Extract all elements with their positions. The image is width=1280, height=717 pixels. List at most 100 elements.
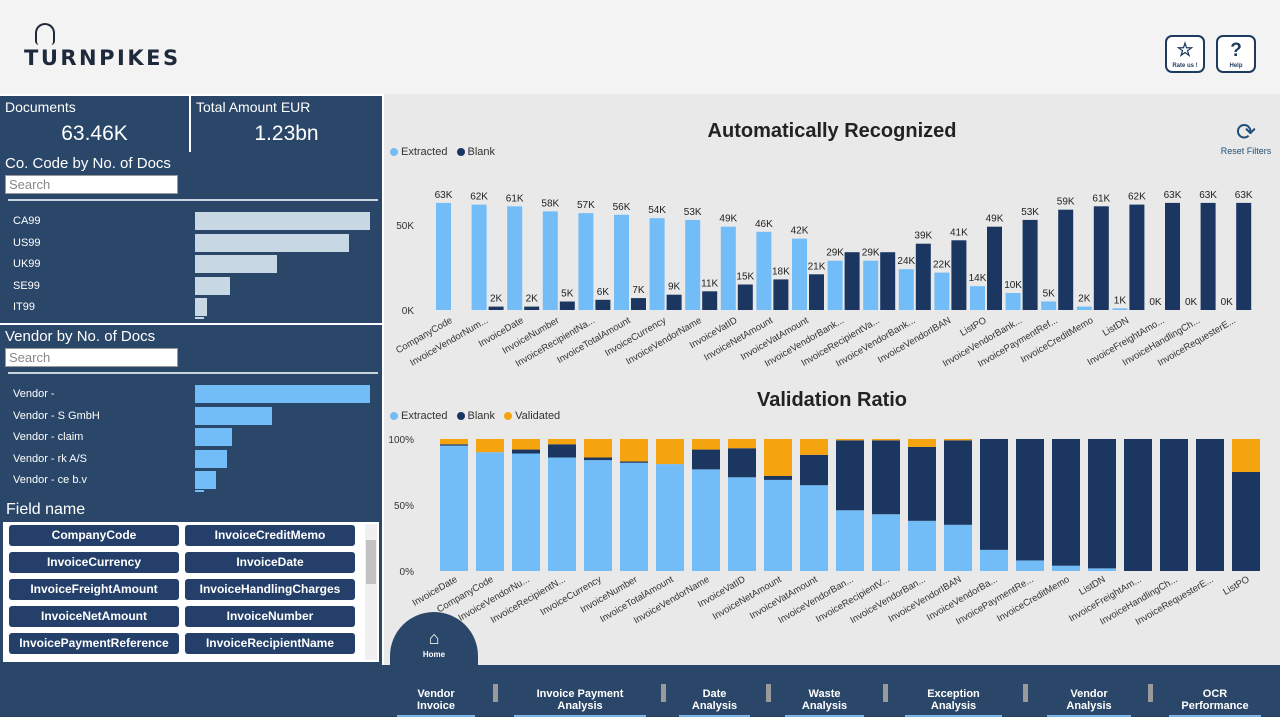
segment-validated[interactable] <box>692 439 720 450</box>
segment-validated[interactable] <box>584 439 612 458</box>
field-chip[interactable]: InvoiceRecipientName <box>185 633 355 654</box>
bar-blank[interactable] <box>987 226 1002 310</box>
segment-extracted[interactable] <box>872 514 900 571</box>
bar-extracted[interactable] <box>1112 308 1128 310</box>
segment-extracted[interactable] <box>1016 560 1044 571</box>
company-code-row[interactable]: UK99 <box>0 255 382 273</box>
bar-blank[interactable] <box>1022 219 1038 310</box>
segment-extracted[interactable] <box>692 469 720 571</box>
nav-tab[interactable]: OCR Performance <box>1169 688 1261 717</box>
bar-extracted[interactable] <box>1076 306 1092 310</box>
segment-validated[interactable] <box>440 439 468 445</box>
bar-blank[interactable] <box>880 252 896 310</box>
segment-blank[interactable] <box>548 444 576 458</box>
nav-tab[interactable]: Vendor Analysis <box>1047 688 1131 717</box>
segment-validated[interactable] <box>512 439 540 450</box>
segment-blank[interactable] <box>980 439 1008 550</box>
legend-validated[interactable]: Validated <box>504 410 560 422</box>
vendor-row[interactable]: Vendor - rk A/S <box>0 450 382 468</box>
segment-blank[interactable] <box>1052 439 1080 566</box>
legend-blank[interactable]: Blank <box>456 410 495 422</box>
segment-extracted[interactable] <box>548 457 576 571</box>
bar-extracted[interactable] <box>720 226 736 310</box>
vendor-row[interactable]: Vendor - <box>0 385 382 403</box>
company-code-search-input[interactable]: Search <box>5 175 178 194</box>
segment-validated[interactable] <box>1232 439 1260 472</box>
bar-blank[interactable] <box>737 284 753 311</box>
segment-blank[interactable] <box>728 448 756 478</box>
segment-extracted[interactable] <box>1052 565 1080 571</box>
bar-extracted[interactable] <box>685 219 701 310</box>
segment-validated[interactable] <box>836 439 864 441</box>
bar-extracted[interactable] <box>970 286 985 310</box>
segment-blank[interactable] <box>836 440 864 511</box>
segment-extracted[interactable] <box>980 549 1008 571</box>
segment-extracted[interactable] <box>944 524 972 571</box>
legend-extracted[interactable]: Extracted <box>390 146 447 158</box>
segment-extracted[interactable] <box>836 510 864 571</box>
segment-blank[interactable] <box>764 475 792 480</box>
bar-blank[interactable] <box>1236 202 1252 310</box>
bar-blank[interactable] <box>1200 202 1216 310</box>
help-button[interactable]: ? Help <box>1216 35 1256 73</box>
bar-blank[interactable] <box>524 306 540 310</box>
segment-blank[interactable] <box>944 440 972 525</box>
segment-validated[interactable] <box>944 439 972 441</box>
bar-blank[interactable] <box>488 306 504 310</box>
field-chip[interactable]: InvoiceDate <box>185 552 355 573</box>
company-code-row[interactable]: CA99 <box>0 212 382 230</box>
bar-extracted[interactable] <box>863 260 879 310</box>
bar-blank[interactable] <box>1093 206 1109 310</box>
segment-extracted[interactable] <box>908 520 936 571</box>
segment-extracted[interactable] <box>656 464 684 571</box>
bar-extracted[interactable] <box>792 238 807 310</box>
segment-validated[interactable] <box>728 439 756 449</box>
legend-blank[interactable]: Blank <box>456 146 495 158</box>
reset-filters-button[interactable]: ⟳ Reset Filters <box>1218 120 1274 157</box>
bar-blank[interactable] <box>595 299 611 310</box>
vendor-row[interactable]: Vendor - ce b.v <box>0 471 382 489</box>
scrollbar-thumb[interactable] <box>366 540 376 584</box>
segment-blank[interactable] <box>1232 472 1260 571</box>
nav-tab[interactable]: Exception Analysis <box>905 688 1002 717</box>
segment-extracted[interactable] <box>440 445 468 571</box>
segment-extracted[interactable] <box>620 462 648 571</box>
rate-us-button[interactable]: ☆ Rate us ! <box>1165 35 1205 73</box>
segment-blank[interactable] <box>1124 439 1152 571</box>
nav-tab[interactable]: Vendor Invoice <box>397 688 475 717</box>
segment-validated[interactable] <box>476 439 504 453</box>
bar-extracted[interactable] <box>934 272 950 310</box>
segment-extracted[interactable] <box>584 460 612 571</box>
bar-extracted[interactable] <box>471 204 487 310</box>
segment-validated[interactable] <box>872 439 900 441</box>
bar-blank[interactable] <box>1058 209 1074 310</box>
company-code-row[interactable]: IT99 <box>0 298 382 316</box>
company-code-row[interactable]: SE99 <box>0 277 382 295</box>
bar-extracted[interactable] <box>827 260 843 310</box>
segment-validated[interactable] <box>656 439 684 465</box>
segment-blank[interactable] <box>584 457 612 461</box>
bar-blank[interactable] <box>809 274 824 310</box>
segment-blank[interactable] <box>908 446 936 521</box>
segment-validated[interactable] <box>800 439 828 455</box>
bar-blank[interactable] <box>844 252 860 310</box>
bar-blank[interactable] <box>631 298 646 310</box>
segment-extracted[interactable] <box>728 477 756 571</box>
bar-blank[interactable] <box>951 240 967 310</box>
bar-blank[interactable] <box>915 243 931 310</box>
field-chip[interactable]: InvoicePaymentReference <box>9 633 179 654</box>
segment-extracted[interactable] <box>512 453 540 571</box>
field-chip[interactable]: InvoiceNumber <box>185 606 355 627</box>
field-chip[interactable]: InvoiceFreightAmount <box>9 579 179 600</box>
bar-extracted[interactable] <box>898 269 914 310</box>
bar-extracted[interactable] <box>649 218 665 310</box>
vendor-row[interactable]: Vendor - claim <box>0 428 382 446</box>
segment-extracted[interactable] <box>1088 568 1116 571</box>
segment-blank[interactable] <box>872 440 900 515</box>
segment-validated[interactable] <box>548 439 576 445</box>
bar-blank[interactable] <box>1165 202 1180 310</box>
company-code-row[interactable]: US99 <box>0 234 382 252</box>
bar-blank[interactable] <box>1129 204 1145 310</box>
field-chip[interactable]: CompanyCode <box>9 525 179 546</box>
segment-blank[interactable] <box>1160 439 1188 571</box>
